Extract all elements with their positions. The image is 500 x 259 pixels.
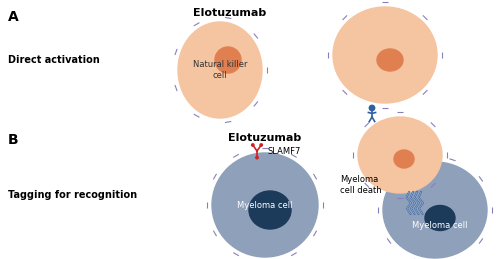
Text: Myeloma cell: Myeloma cell: [412, 221, 468, 231]
Ellipse shape: [377, 49, 403, 71]
Text: Myeloma
cell death: Myeloma cell death: [340, 175, 382, 195]
Text: Direct activation: Direct activation: [8, 55, 100, 65]
Text: Elotuzumab: Elotuzumab: [228, 133, 302, 143]
Ellipse shape: [383, 162, 487, 258]
Text: Elotuzumab: Elotuzumab: [194, 8, 266, 18]
Circle shape: [252, 144, 254, 146]
Text: B: B: [8, 133, 18, 147]
Ellipse shape: [212, 153, 318, 257]
Circle shape: [260, 144, 262, 146]
Ellipse shape: [358, 117, 442, 193]
Text: SLAMF7: SLAMF7: [267, 147, 300, 155]
Text: Myeloma cell: Myeloma cell: [238, 200, 293, 210]
Text: A: A: [8, 10, 19, 24]
Ellipse shape: [333, 7, 437, 103]
Circle shape: [370, 105, 374, 111]
Ellipse shape: [394, 150, 414, 168]
Ellipse shape: [215, 47, 241, 73]
Ellipse shape: [249, 191, 291, 229]
Text: Natural killer
cell: Natural killer cell: [193, 60, 247, 80]
Circle shape: [256, 156, 258, 159]
Ellipse shape: [178, 22, 262, 118]
Text: Tagging for recognition: Tagging for recognition: [8, 190, 137, 200]
Ellipse shape: [425, 205, 455, 231]
